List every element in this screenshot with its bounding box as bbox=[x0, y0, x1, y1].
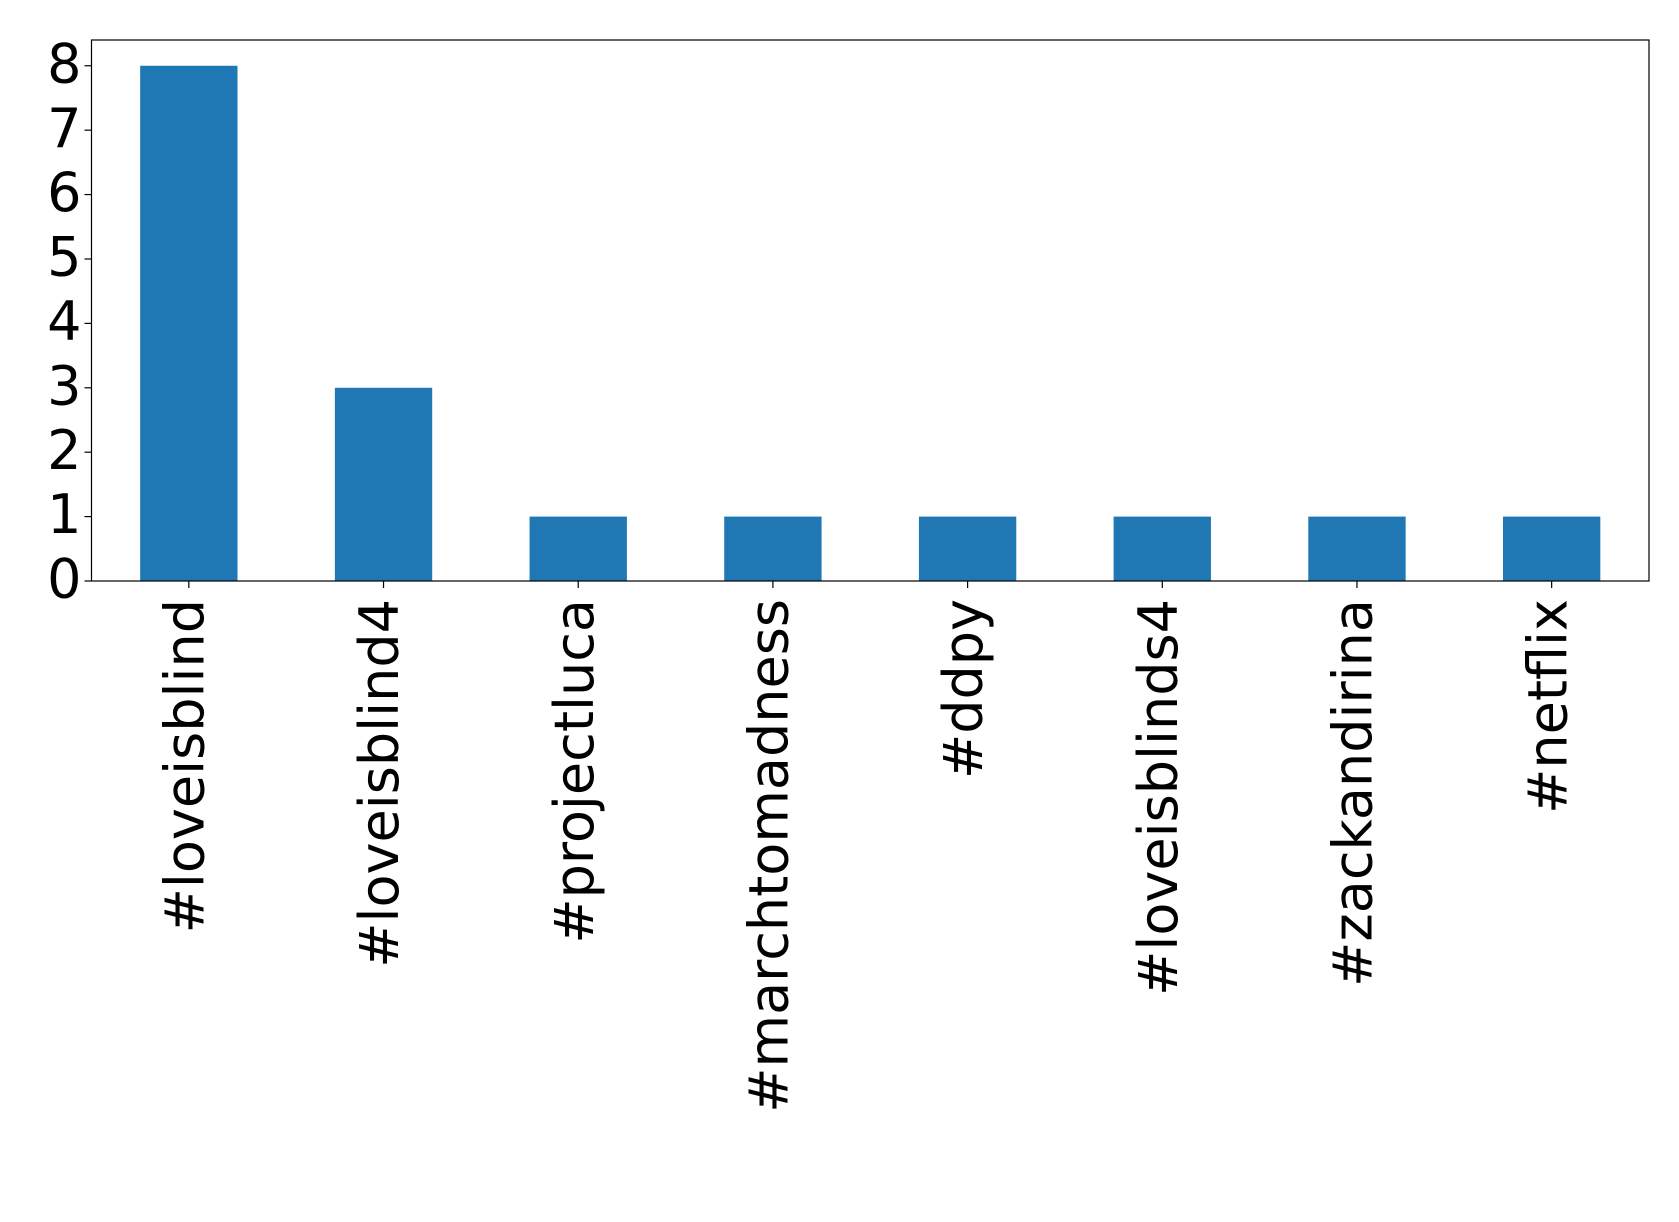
x-tick-label: #loveisblinds4 bbox=[1127, 599, 1190, 996]
bar bbox=[140, 65, 238, 581]
bar bbox=[1502, 516, 1601, 581]
y-tick-label: 5 bbox=[47, 226, 81, 289]
y-tick-label: 1 bbox=[47, 483, 81, 546]
y-tick-label: 3 bbox=[47, 354, 81, 417]
y-tick-label: 6 bbox=[47, 161, 81, 224]
x-tick-label: #netflix bbox=[1516, 599, 1579, 814]
y-tick-label: 2 bbox=[47, 419, 81, 482]
x-tick-label: #projectluca bbox=[543, 599, 606, 944]
plot-frame bbox=[90, 39, 1650, 582]
x-tick-label: #loveisblind4 bbox=[348, 599, 411, 968]
bar bbox=[334, 387, 433, 581]
y-tick-label: 7 bbox=[47, 97, 81, 160]
y-tick-label: 8 bbox=[47, 32, 81, 95]
x-tick-label: #zackandirina bbox=[1322, 599, 1385, 987]
bar bbox=[1113, 516, 1211, 581]
bar bbox=[1308, 516, 1406, 581]
x-tick-label: #loveisblind bbox=[153, 599, 216, 933]
x-tick-label: #ddpy bbox=[932, 599, 995, 779]
y-tick-label: 4 bbox=[47, 290, 81, 353]
bar bbox=[529, 516, 627, 581]
y-tick-label: 0 bbox=[47, 548, 81, 611]
x-tick-label: #marchtomadness bbox=[738, 599, 801, 1113]
bar bbox=[724, 516, 822, 581]
bar bbox=[918, 516, 1017, 581]
